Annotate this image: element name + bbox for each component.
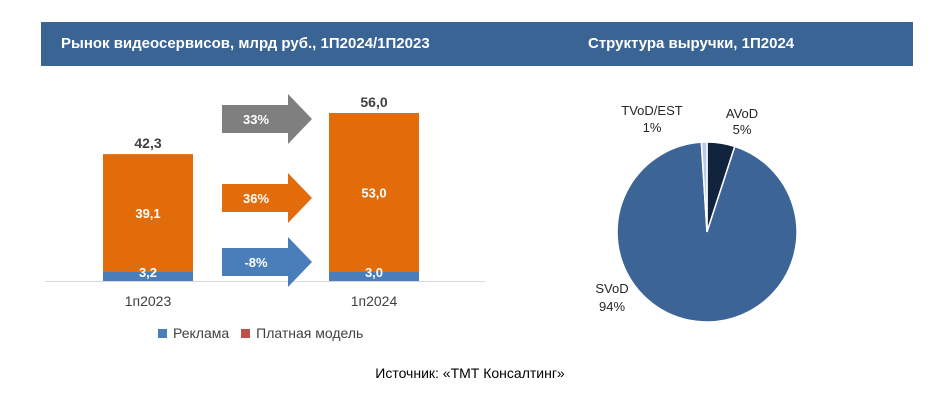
pie-label-tvod-est-name: TVoD/EST (621, 103, 682, 118)
pie-label-tvod-est-value: 1% (643, 120, 662, 135)
x-tick-label-2: 1п2024 (351, 293, 398, 309)
growth-arrow-advertising-label: -8% (244, 255, 268, 270)
data-label-paid-1: 39,1 (135, 206, 160, 221)
pie-label-avod-name: AVoD (726, 106, 758, 121)
growth-arrow-advertising (222, 237, 312, 287)
legend-item-paid: Платная модель (241, 325, 363, 341)
pie-chart-title: Структура выручки, 1П2024 (588, 35, 795, 52)
legend-label-paid: Платная модель (256, 325, 364, 341)
growth-arrow-total (222, 94, 312, 144)
data-label-paid-2: 53,0 (361, 186, 386, 201)
bar-chart-title: Рынок видеосервисов, млрд руб., 1П2024/1… (61, 35, 430, 52)
chart-header-bar: Рынок видеосервисов, млрд руб., 1П2024/1… (41, 22, 913, 66)
legend-swatch-advertising (158, 328, 167, 338)
growth-arrow-paid (222, 173, 312, 223)
pie-label-avod-value: 5% (733, 122, 752, 137)
legend-label-advertising: Реклама (173, 325, 230, 341)
bar-segment-paid-1 (103, 154, 193, 272)
growth-arrow-paid-label: 36% (243, 191, 269, 206)
growth-arrow-total-label: 33% (243, 112, 269, 127)
pie-label-svod-value: 94% (599, 299, 625, 314)
bar-segment-advertising-1 (103, 271, 193, 281)
bar-segment-paid-2 (329, 113, 419, 272)
x-tick-label-1: 1п2023 (125, 293, 172, 309)
bar-segment-advertising-2 (329, 272, 419, 281)
bar-chart-legend: Реклама Платная модель (158, 325, 375, 341)
pie-slice-svod (616, 141, 798, 323)
legend-item-advertising: Реклама (158, 325, 229, 341)
data-label-advertising-2: 3,0 (365, 265, 383, 280)
pie-slice-tvod-est (700, 141, 708, 233)
pie-label-svod-name: SVoD (595, 281, 628, 296)
data-label-total-1: 42,3 (134, 135, 161, 151)
legend-swatch-paid (241, 328, 251, 338)
source-note: Источник: «ТМТ Консалтинг» (375, 365, 565, 381)
data-label-total-2: 56,0 (360, 94, 387, 110)
data-label-advertising-1: 3,2 (139, 265, 157, 280)
